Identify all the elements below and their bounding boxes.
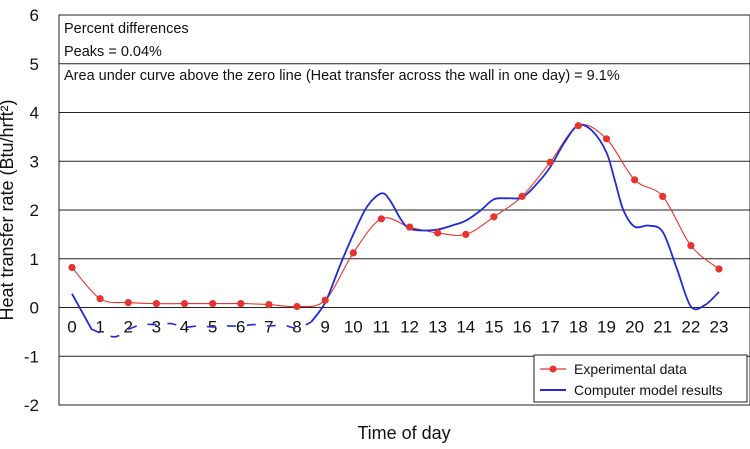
x-tick-label: 15 [484,318,503,337]
x-tick-label: 12 [400,318,419,337]
experimental-data-point [462,230,470,238]
x-tick-label: 22 [681,318,700,337]
y-tick-label: 2 [30,201,39,220]
x-tick-label: 3 [152,318,161,337]
experimental-data-point [490,213,498,221]
x-axis-label: Time of day [357,423,450,443]
x-tick-label: 21 [653,318,672,337]
experimental-data-point [237,300,245,308]
plot-border [58,14,750,406]
legend: Experimental data Computer model results [533,354,748,403]
x-tick-label: 13 [428,318,447,337]
experimental-data-point [602,135,611,143]
experimental-data-point [293,302,301,311]
x-tick-label: 23 [710,318,729,337]
x-tick-label: 1 [95,318,104,337]
experimental-data-point [265,301,273,309]
experimental-data-point [180,300,189,308]
experimental-data-point [546,158,554,166]
x-tick-label: 2 [124,318,133,337]
x-tick-label: 4 [180,318,189,337]
x-tick-label: 19 [597,318,616,337]
experimental-data-point [406,223,414,231]
annotation-peaks: Peaks = 0.04% [64,44,162,60]
experimental-data-point [574,122,582,130]
series-experimental-line [71,124,720,308]
y-tick-label: -1 [24,347,39,366]
x-tick-label: 18 [569,318,588,337]
series-model-line-negative [91,321,312,338]
annotation-title: Percent differences [64,21,189,37]
legend-box [533,354,748,403]
x-tick-label: 0 [67,318,76,337]
x-tick-label: 17 [541,318,560,337]
x-tick-label: 10 [344,318,363,337]
experimental-data-point [687,242,695,250]
x-tick-label: 6 [236,318,245,337]
y-axis-label: Heat transfer rate (Btu/hrft²) [0,99,17,320]
x-tick-label: 20 [625,318,644,337]
experimental-data-point [518,192,526,200]
legend-model-label: Computer model results [574,382,723,398]
y-tick-label: -2 [24,396,39,415]
experimental-data-point [377,215,385,223]
legend-experimental-marker [549,365,557,373]
y-tick-label: 4 [30,104,39,123]
experimental-data-point [631,176,639,184]
experimental-data-point [349,249,357,257]
y-tick-label: 3 [30,152,39,171]
experimental-data-point [96,295,104,303]
experimental-data-point [321,296,329,304]
x-tick-label: 16 [513,318,532,337]
experimental-data-point [659,192,667,200]
series-model-line [310,123,720,323]
legend-experimental-label: Experimental data [574,361,687,377]
y-tick-label: 0 [30,299,39,318]
y-tick-label: 6 [30,6,39,25]
x-tick-label: 7 [264,318,273,337]
experimental-data-point [68,263,76,272]
x-tick-label: 11 [373,318,391,337]
experimental-data-point [124,299,132,307]
experimental-data-point [434,229,442,237]
annotation-area: Area under curve above the zero line (He… [64,68,620,84]
y-tick-label: 1 [30,250,39,269]
grid [59,63,750,357]
experimental-data-point [209,300,217,308]
y-tick-label: 5 [30,55,39,74]
x-tick-label: 8 [292,318,301,337]
x-tick-label: 9 [320,318,329,337]
experimental-data-point [715,265,723,273]
series [68,122,723,338]
x-tick-label: 14 [456,318,475,337]
experimental-data-point [152,300,160,308]
series-model-line-start [71,293,93,330]
